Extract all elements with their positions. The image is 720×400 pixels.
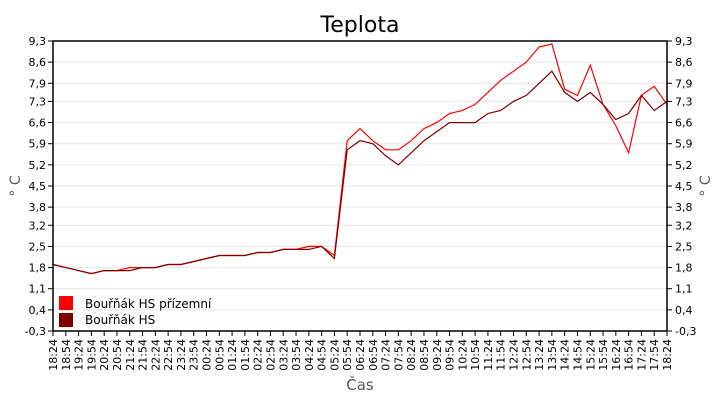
x-tick-label: 13:54 (546, 339, 559, 371)
x-tick-label: 10:54 (469, 339, 482, 371)
x-tick-label: 20:24 (98, 339, 111, 371)
y-tick-label: 3,2 (29, 219, 47, 232)
y-tick-label: 1,1 (29, 283, 47, 296)
x-tick-label: 05:24 (328, 339, 341, 371)
y-tick-label: 6,6 (29, 117, 47, 130)
x-tick-label: 23:24 (175, 339, 188, 371)
y-tick-label: 1,8 (29, 262, 47, 275)
y-tick-label: -0,3 (25, 325, 46, 338)
x-axis-title: Čas (346, 375, 374, 394)
y-tick-label: 3,8 (29, 201, 47, 214)
x-tick-label: 04:54 (316, 339, 329, 371)
x-tick-label: 15:24 (584, 339, 597, 371)
x-tick-label: 20:54 (111, 339, 124, 371)
y-tick-label: 7,3 (29, 95, 47, 108)
x-tick-label: 01:54 (239, 339, 252, 371)
y-tick-label: 8,6 (675, 56, 693, 69)
x-tick-label: 01:24 (226, 339, 239, 371)
x-tick-label: 06:24 (354, 339, 367, 371)
y-axis-right: -0,3 0,4 1,1 1,8 2,5 3,2 3,8 4,5 5,2 5,9 6,6 7,3 7,9… (667, 35, 696, 338)
y-tick-label: 2,5 (675, 240, 693, 253)
x-tick-label: 21:54 (137, 339, 150, 371)
legend: Bouřňák HS přízemní Bouřňák HS (59, 296, 212, 327)
x-tick-label: 19:24 (73, 339, 86, 371)
chart-title: Teplota (320, 13, 400, 38)
y-tick-label: 5,9 (675, 138, 693, 151)
x-tick-label: 02:54 (264, 339, 277, 371)
x-tick-label: 22:24 (149, 339, 162, 371)
x-tick-label: 09:54 (444, 339, 457, 371)
x-tick-label: 03:24 (277, 339, 290, 371)
y-axis-title-left: ° C (8, 175, 24, 196)
x-tick-label: 04:24 (303, 339, 316, 371)
x-tick-label: 18:54 (60, 339, 73, 371)
x-tick-label: 05:54 (341, 339, 354, 371)
x-tick-label: 10:24 (456, 339, 469, 371)
x-tick-label: 08:24 (405, 339, 418, 371)
x-tick-label: 09:24 (431, 339, 444, 371)
y-tick-label: 4,5 (675, 180, 693, 193)
y-tick-label: 7,9 (29, 77, 47, 90)
x-tick-label: 14:54 (571, 339, 584, 371)
x-tick-label: 12:24 (508, 339, 521, 371)
x-tick-label: 19:54 (85, 339, 98, 371)
y-tick-label: 2,5 (29, 240, 47, 253)
x-tick-label: 21:24 (124, 339, 137, 371)
y-tick-label: 9,3 (675, 35, 693, 48)
y-tick-label: 5,2 (29, 159, 47, 172)
y-tick-label: 0,4 (675, 304, 693, 317)
series-line-0 (52, 43, 668, 275)
y-tick-label: 8,6 (29, 56, 47, 69)
series-line-1 (52, 70, 668, 275)
x-tick-label: 07:24 (380, 339, 393, 371)
x-tick-label: 16:24 (610, 339, 623, 371)
y-tick-label: 0,4 (29, 304, 47, 317)
x-tick-label: 23:54 (188, 339, 201, 371)
legend-label-hs: Bouřňák HS (85, 313, 155, 327)
x-tick-label: 11:54 (495, 339, 508, 371)
x-tick-label: 22:54 (162, 339, 175, 371)
x-tick-label: 00:54 (213, 339, 226, 371)
x-tick-label: 17:54 (648, 339, 661, 371)
x-tick-label: 17:24 (635, 339, 648, 371)
y-tick-label: 5,2 (675, 159, 693, 172)
legend-swatch-hs (59, 313, 73, 327)
y-tick-label: 3,2 (675, 219, 693, 232)
x-tick-label: 13:24 (533, 339, 546, 371)
series-lines (52, 43, 668, 275)
y-tick-label: 1,8 (675, 262, 693, 275)
y-tick-label: 6,6 (675, 117, 693, 130)
x-tick-label: 16:54 (623, 339, 636, 371)
x-tick-label: 02:24 (252, 339, 265, 371)
x-tick-label: 07:54 (392, 339, 405, 371)
x-tick-label: 18:24 (661, 339, 674, 371)
y-tick-label: 7,3 (675, 95, 693, 108)
x-tick-label: 03:54 (290, 339, 303, 371)
x-tick-label: 00:24 (201, 339, 214, 371)
grid (53, 40, 667, 332)
x-tick-label: 08:54 (418, 339, 431, 371)
x-tick-label: 15:54 (597, 339, 610, 371)
y-tick-label: 4,5 (29, 180, 47, 193)
x-tick-label: 18:24 (47, 339, 60, 371)
y-tick-label: 1,1 (675, 283, 693, 296)
y-axis-left: -0,3 0,4 1,1 1,8 2,5 3,2 3,8 4,5 5,2 5,9 6,6 7,3 7,9… (25, 35, 53, 338)
legend-swatch-prizemni (59, 296, 73, 310)
y-axis-title-right: ° C (698, 175, 714, 196)
x-tick-label: 12:54 (520, 339, 533, 371)
x-tick-label: 11:24 (482, 339, 495, 371)
x-axis: 18:24 18:54 19:24 19:54 20:24 20:54 21:24 21:54… (47, 331, 674, 371)
y-tick-label: 9,3 (29, 35, 47, 48)
y-tick-label: 3,8 (675, 201, 693, 214)
y-tick-label: 5,9 (29, 138, 47, 151)
y-tick-label: -0,3 (675, 325, 696, 338)
legend-label-prizemni: Bouřňák HS přízemní (85, 297, 212, 311)
x-tick-label: 06:54 (367, 339, 380, 371)
x-tick-label: 14:24 (559, 339, 572, 371)
y-tick-label: 7,9 (675, 77, 693, 90)
